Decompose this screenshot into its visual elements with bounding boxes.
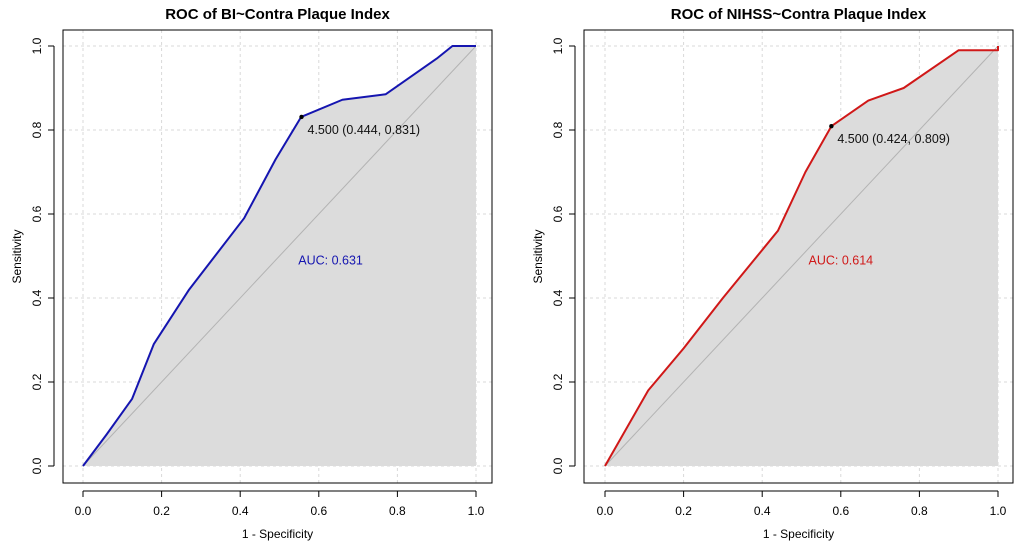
- roc-panel-2: 4.500 (0.424, 0.809) AUC: 0.614 0.0 0.2 0.4 0…: [531, 6, 1014, 541]
- x-tick-label: 1.0: [990, 504, 1007, 518]
- threshold-point: [299, 114, 304, 120]
- y-tick-label: 0.2: [551, 373, 565, 390]
- x-tick-label: 0.4: [232, 504, 249, 518]
- diagonal-reference-line: [604, 45, 999, 467]
- y-tick-label: 0.8: [551, 121, 565, 138]
- x-tick-label: 0.4: [754, 504, 771, 518]
- roc-panel-1: 4.500 (0.444, 0.831) AUC: 0.631 0.0 0.2 0.4 0…: [10, 6, 493, 541]
- y-tick-label: 0.2: [30, 373, 44, 390]
- y-axis-label: Sensitivity: [531, 229, 545, 283]
- x-tick-label: 0.8: [911, 504, 928, 518]
- y-tick-label: 1.0: [30, 37, 44, 54]
- plot-frame: [62, 29, 493, 484]
- auc-label: AUC: 0.631: [298, 253, 363, 267]
- threshold-point: [829, 124, 834, 129]
- diagonal-reference-line: [82, 45, 477, 467]
- chart-title: ROC of NIHSS~Contra Plaque Index: [671, 6, 927, 23]
- y-tick-label: 0.0: [551, 457, 565, 474]
- x-tick-label: 0.6: [832, 504, 849, 518]
- y-tick-label: 1.0: [551, 37, 565, 54]
- y-tick-label: 0.8: [30, 121, 44, 138]
- y-tick-label: 0.6: [30, 205, 44, 222]
- plot-frame: [583, 29, 1014, 484]
- x-axis-label: 1 - Specificity: [763, 527, 834, 541]
- x-axis-label: 1 - Specificity: [242, 527, 313, 541]
- y-tick-label: 0.4: [30, 289, 44, 306]
- chart-title: ROC of BI~Contra Plaque Index: [165, 6, 390, 23]
- x-tick-label: 1.0: [468, 504, 485, 518]
- auc-label: AUC: 0.614: [808, 253, 873, 267]
- roc-curve-line: [82, 45, 476, 467]
- roc-curve-line: [604, 46, 999, 467]
- x-tick-label: 0.0: [597, 504, 614, 518]
- x-tick-label: 0.8: [389, 504, 406, 518]
- y-axis-label: Sensitivity: [10, 229, 24, 283]
- y-tick-label: 0.0: [30, 457, 44, 474]
- y-tick-label: 0.6: [551, 205, 565, 222]
- x-tick-label: 0.0: [75, 504, 92, 518]
- threshold-label: 4.500 (0.424, 0.809): [837, 132, 950, 146]
- x-tick-label: 0.6: [310, 504, 327, 518]
- x-tick-label: 0.2: [675, 504, 692, 518]
- threshold-label: 4.500 (0.444, 0.831): [308, 123, 421, 137]
- x-tick-label: 0.2: [153, 504, 170, 518]
- y-tick-label: 0.4: [551, 289, 565, 306]
